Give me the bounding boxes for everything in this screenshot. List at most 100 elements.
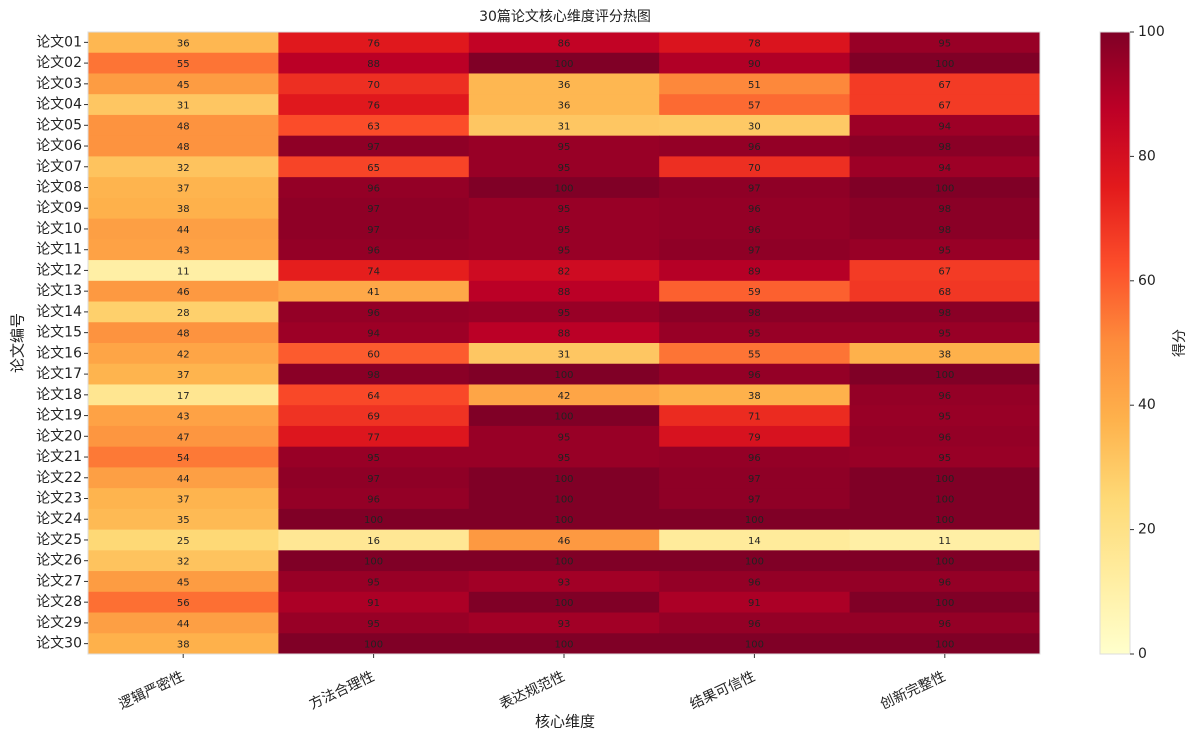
y-tick-label: 论文09 — [36, 200, 82, 216]
heatmap-cell — [278, 571, 470, 593]
cell-label: 48 — [177, 329, 190, 340]
cell-label: 25 — [177, 536, 190, 547]
heatmap-cell — [849, 32, 1041, 54]
cell-label: 11 — [177, 266, 190, 277]
x-axis-label: 核心维度 — [535, 713, 595, 731]
heatmap-cell — [278, 550, 470, 572]
cell-label: 96 — [367, 246, 380, 257]
heatmap-cell — [849, 591, 1041, 614]
cell-label: 37 — [177, 495, 190, 506]
cell-label: 100 — [935, 370, 954, 381]
cell-label: 97 — [748, 246, 761, 257]
heatmap-cell — [278, 633, 470, 655]
heatmap-cell — [659, 363, 851, 385]
heatmap-cell — [659, 135, 851, 157]
cell-label: 98 — [367, 370, 380, 381]
cell-label: 37 — [177, 370, 190, 381]
heatmap-cell — [278, 405, 470, 427]
cell-label: 30 — [748, 121, 761, 132]
heatmap-cell — [468, 363, 660, 385]
heatmap-cell — [88, 363, 279, 385]
heatmap-cell — [659, 384, 851, 406]
cell-label: 97 — [367, 474, 380, 485]
heatmap-cell — [88, 177, 279, 199]
heatmap-cell — [278, 135, 470, 157]
cell-label: 69 — [367, 412, 380, 423]
cell-label: 31 — [558, 349, 571, 360]
heatmap-cell — [278, 260, 470, 282]
heatmap-cell — [849, 467, 1041, 489]
y-tick-label: 论文08 — [36, 180, 82, 196]
heatmap-cell — [849, 156, 1041, 178]
y-tick-label: 论文29 — [36, 615, 82, 631]
cell-label: 67 — [938, 101, 951, 112]
heatmap-cell — [468, 197, 660, 220]
heatmap-cell — [468, 280, 660, 303]
heatmap-cell — [659, 508, 851, 531]
cell-label: 42 — [177, 349, 190, 360]
heatmap-cell — [659, 467, 851, 489]
cell-label: 95 — [558, 225, 571, 236]
y-tick-label: 论文14 — [36, 304, 82, 320]
cell-label: 55 — [177, 59, 190, 70]
cell-label: 96 — [748, 577, 761, 588]
heatmap-cell — [468, 52, 660, 74]
cell-label: 100 — [554, 184, 573, 195]
cell-label: 78 — [748, 38, 761, 49]
heatmap-cell — [659, 52, 851, 74]
heatmap-cell — [278, 446, 470, 468]
y-tick-label: 论文24 — [36, 511, 82, 527]
y-tick-label: 论文05 — [36, 117, 82, 133]
heatmap-cell — [278, 32, 470, 54]
colorbar — [1099, 31, 1131, 655]
heatmap-cell — [278, 218, 470, 240]
heatmap-cell — [849, 446, 1041, 468]
heatmap-cell — [88, 135, 279, 157]
heatmap-cell — [278, 467, 470, 489]
heatmap-cell — [468, 32, 660, 54]
heatmap-cell — [88, 467, 279, 489]
cell-label: 100 — [935, 59, 954, 70]
cell-label: 97 — [748, 495, 761, 506]
heatmap-cell — [659, 550, 851, 572]
cell-label: 43 — [177, 246, 190, 257]
cell-label: 54 — [177, 453, 190, 464]
y-tick-label: 论文06 — [36, 138, 82, 154]
cell-label: 51 — [748, 80, 761, 91]
y-tick-label: 论文16 — [36, 345, 82, 361]
heatmap-cell — [659, 280, 851, 303]
heatmap-cell — [278, 425, 470, 448]
heatmap-cell — [468, 384, 660, 406]
y-tick-label: 论文02 — [36, 55, 82, 71]
heatmap-cell — [278, 73, 470, 95]
cell-label: 96 — [938, 619, 951, 630]
cell-label: 100 — [554, 557, 573, 568]
heatmap-cell — [849, 384, 1041, 406]
x-tick-label: 逻辑严密性 — [116, 668, 187, 713]
cell-label: 44 — [177, 619, 190, 630]
cell-label: 93 — [558, 577, 571, 588]
heatmap-cell — [278, 177, 470, 199]
y-tick-label: 论文27 — [36, 573, 82, 589]
heatmap-cell — [849, 612, 1041, 634]
cell-label: 97 — [748, 184, 761, 195]
cell-label: 67 — [938, 80, 951, 91]
y-tick-label: 论文15 — [36, 325, 82, 341]
heatmap-cell — [468, 529, 660, 551]
cell-label: 43 — [177, 412, 190, 423]
cell-label: 96 — [367, 495, 380, 506]
cell-label: 96 — [748, 225, 761, 236]
heatmap-cell — [468, 156, 660, 178]
heatmap-cell — [849, 218, 1041, 240]
cell-label: 90 — [748, 59, 761, 70]
y-tick-label: 论文25 — [36, 532, 82, 548]
cell-label: 36 — [177, 38, 190, 49]
heatmap-cell — [88, 508, 279, 531]
heatmap-cell — [659, 197, 851, 220]
heatmap-cell — [849, 529, 1041, 551]
cell-label: 100 — [935, 557, 954, 568]
heatmap-cell — [659, 633, 851, 655]
colorbar-label: 得分 — [1171, 329, 1188, 357]
colorbar-tick-label: 80 — [1138, 148, 1156, 164]
heatmap-cell — [88, 612, 279, 634]
